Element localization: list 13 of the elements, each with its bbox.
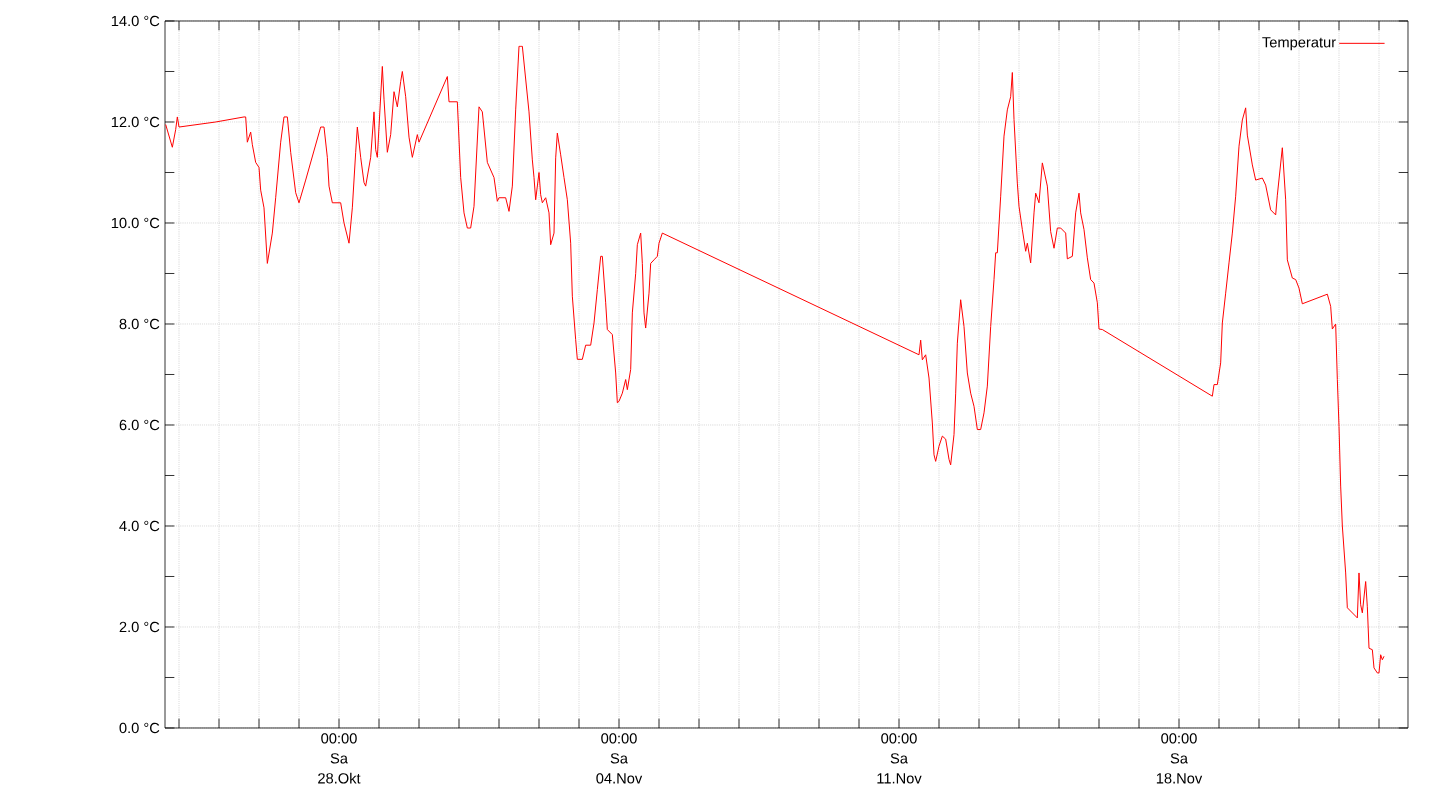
x-tick-label: 00:00 Sa 11.Nov <box>877 733 922 784</box>
y-tick-label: 4.0 °C <box>119 520 160 532</box>
y-tick-label: 0.0 °C <box>119 722 160 734</box>
x-tick-label: 00:00 Sa 04.Nov <box>596 733 643 784</box>
y-tick-label: 10.0 °C <box>111 217 160 229</box>
x-tick-label: 00:00 Sa 18.Nov <box>1156 733 1203 784</box>
y-tick-label: 8.0 °C <box>119 318 160 330</box>
y-tick-label: 6.0 °C <box>119 419 160 431</box>
y-tick-label: 12.0 °C <box>111 116 160 128</box>
y-tick-label: 14.0 °C <box>111 15 160 27</box>
legend-label: Temperatur <box>1262 37 1336 51</box>
x-tick-label: 00:00 Sa 28.Okt <box>318 733 361 784</box>
y-tick-label: 2.0 °C <box>119 621 160 633</box>
